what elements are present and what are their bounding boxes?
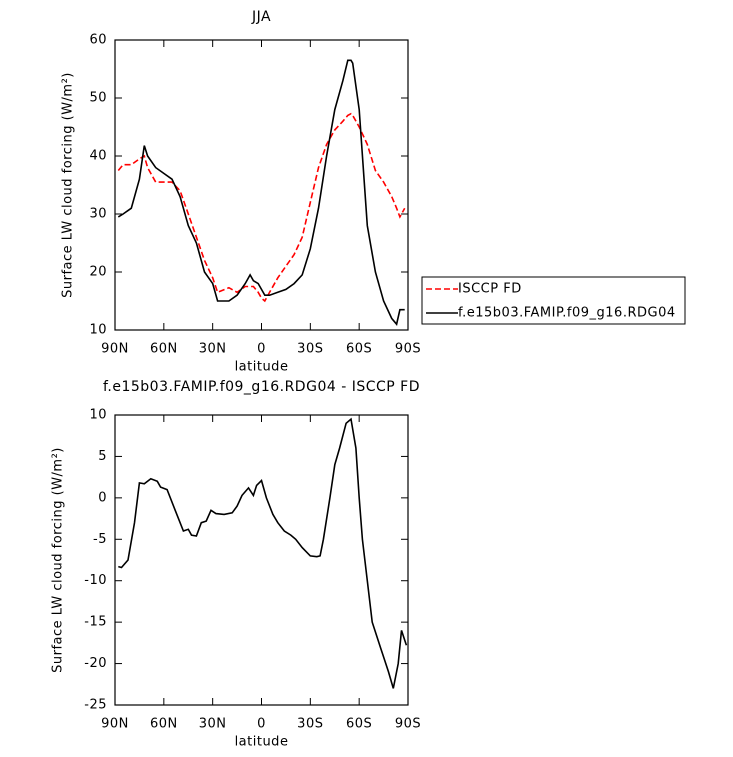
x-tick-label: 30N (199, 717, 227, 732)
legend-label: f.e15b03.FAMIP.f09_g16.RDG04 (458, 306, 676, 321)
x-tick-label: 30S (297, 717, 323, 732)
x-axis-label: latitude (235, 360, 289, 375)
y-tick-label: 10 (89, 323, 107, 338)
x-tick-label: 90N (101, 717, 129, 732)
y-tick-label: -5 (93, 532, 107, 547)
x-tick-label: 0 (257, 717, 266, 732)
y-tick-label: 0 (98, 490, 107, 505)
chart-title: JJA (251, 9, 271, 25)
legend-box (421, 276, 686, 325)
y-tick-label: 20 (89, 265, 107, 280)
y-axis-label: Surface LW cloud forcing (W/m²) (51, 447, 66, 673)
y-tick-label: 10 (89, 408, 107, 423)
x-tick-label: 30N (199, 342, 227, 357)
x-tick-label: 60N (150, 717, 178, 732)
x-tick-label: 30S (297, 342, 323, 357)
x-axis-label: latitude (235, 735, 289, 750)
y-tick-label: -25 (84, 698, 107, 713)
x-tick-label: 60S (346, 717, 372, 732)
y-tick-label: 40 (89, 149, 107, 164)
y-tick-label: -15 (84, 615, 107, 630)
y-tick-label: 30 (89, 207, 107, 222)
data-line (117, 59, 405, 326)
y-tick-label: 50 (89, 91, 107, 106)
data-line (117, 112, 406, 303)
x-tick-label: 90S (395, 717, 421, 732)
legend-label: ISCCP FD (458, 282, 522, 297)
x-tick-label: 60S (346, 342, 372, 357)
x-tick-label: 60N (150, 342, 178, 357)
x-tick-label: 0 (257, 342, 266, 357)
y-tick-label: -20 (84, 656, 107, 671)
y-tick-label: -10 (84, 573, 107, 588)
y-tick-label: 60 (89, 33, 107, 48)
chart-title: f.e15b03.FAMIP.f09_g16.RDG04 - ISCCP FD (103, 379, 420, 395)
data-line (118, 417, 408, 689)
x-tick-label: 90N (101, 342, 129, 357)
x-tick-label: 90S (395, 342, 421, 357)
y-tick-label: 5 (98, 449, 107, 464)
y-axis-label: Surface LW cloud forcing (W/m²) (61, 72, 76, 298)
